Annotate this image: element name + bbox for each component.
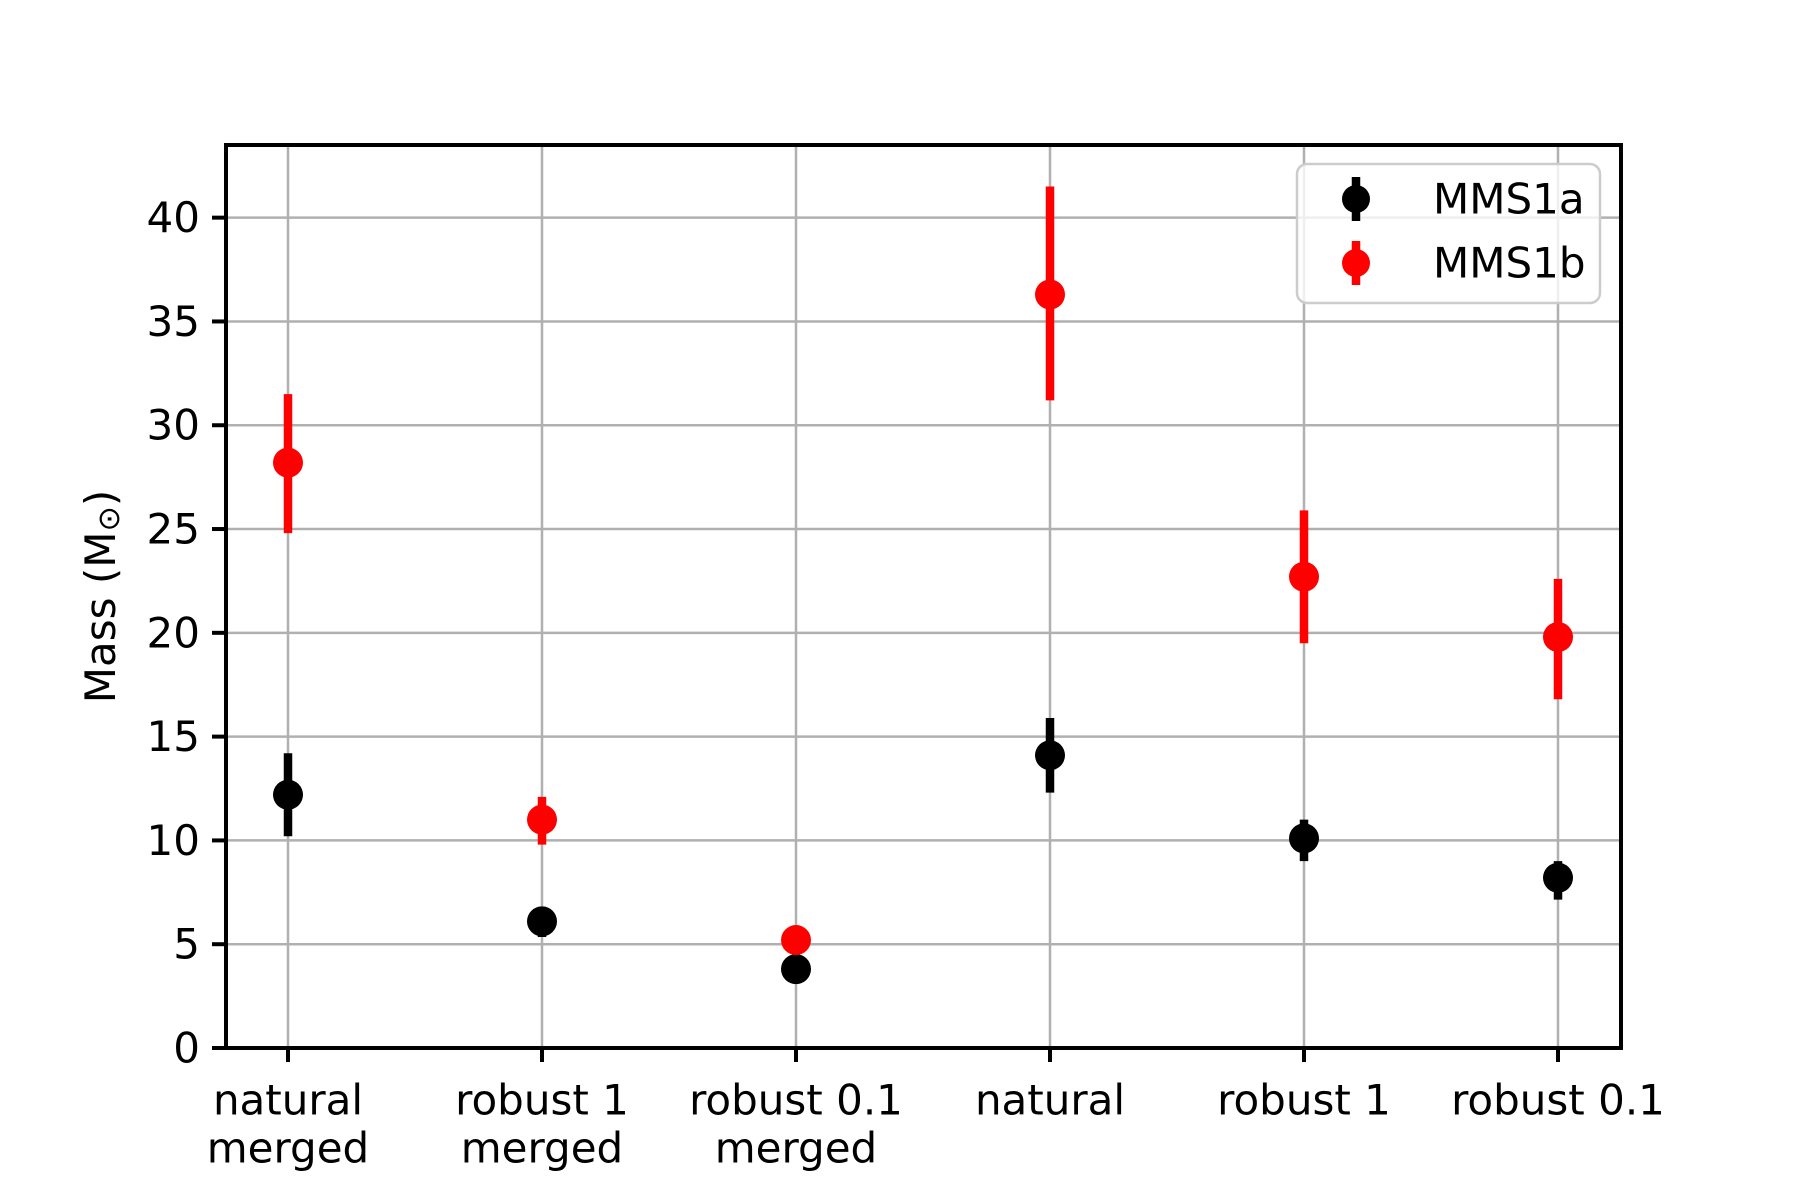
y-tick-label: 25 bbox=[147, 505, 200, 554]
data-point-MMS1b bbox=[1289, 561, 1319, 592]
y-tick-label: 10 bbox=[147, 816, 200, 865]
plot-border bbox=[224, 143, 1623, 1050]
data-point-MMS1b bbox=[781, 925, 811, 956]
x-tick-label: merged bbox=[715, 1124, 877, 1173]
y-tick-label: 40 bbox=[147, 193, 200, 242]
data-point-MMS1b bbox=[527, 804, 557, 835]
y-tick-label: 15 bbox=[147, 712, 200, 761]
legend: MMS1a MMS1b bbox=[1295, 162, 1602, 305]
legend-marker-MMS1a bbox=[1342, 185, 1370, 213]
series-MMS1a bbox=[273, 717, 1573, 985]
data-point-MMS1b bbox=[273, 447, 303, 478]
x-tick-label: merged bbox=[207, 1124, 369, 1173]
y-tick-label: 5 bbox=[173, 920, 200, 969]
legend-box bbox=[1295, 162, 1602, 305]
x-tick-label: natural bbox=[213, 1076, 363, 1125]
y-tick-label: 35 bbox=[147, 297, 200, 346]
x-tick-label: robust 1 bbox=[1217, 1076, 1391, 1125]
x-tick-label: robust 1 bbox=[455, 1076, 629, 1125]
data-point-MMS1a bbox=[1543, 862, 1573, 893]
data-point-MMS1a bbox=[1035, 740, 1065, 771]
y-tick-label: 0 bbox=[173, 1024, 200, 1073]
data-point-MMS1a bbox=[527, 906, 557, 937]
data-point-MMS1a bbox=[1289, 823, 1319, 854]
data-point-MMS1a bbox=[273, 779, 303, 810]
x-tick-label: merged bbox=[461, 1124, 623, 1173]
x-tick-label: robust 0.1 bbox=[689, 1076, 903, 1125]
legend-marker-MMS1b bbox=[1342, 249, 1370, 277]
data-point-MMS1b bbox=[1035, 279, 1065, 310]
series-MMS1b bbox=[273, 186, 1573, 956]
y-tick-label: 30 bbox=[147, 401, 200, 450]
y-axis-label: Mass (M⊙) bbox=[76, 490, 127, 703]
y-tick-label: 20 bbox=[147, 608, 200, 657]
x-tick-label: robust 0.1 bbox=[1451, 1076, 1665, 1125]
x-tick-label: natural bbox=[975, 1076, 1125, 1125]
legend-label-MMS1b: MMS1b bbox=[1433, 239, 1586, 288]
data-point-MMS1a bbox=[781, 954, 811, 985]
data-point-MMS1b bbox=[1543, 621, 1573, 652]
legend-label-MMS1a: MMS1a bbox=[1433, 175, 1585, 224]
